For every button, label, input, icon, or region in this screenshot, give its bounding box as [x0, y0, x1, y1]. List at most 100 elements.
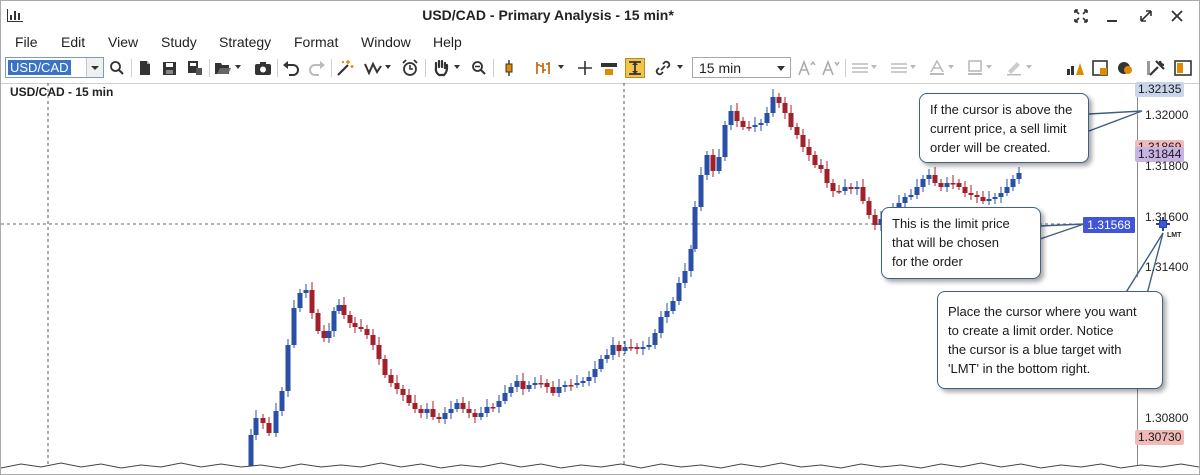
candle-body	[776, 97, 782, 103]
candle-body	[794, 127, 800, 135]
callout-line: for the order	[892, 254, 963, 269]
candle-body	[394, 383, 400, 389]
callout-limit-price: This is the limit price that will be cho…	[881, 207, 1041, 279]
chart-label: USD/CAD - 15 min	[10, 85, 114, 99]
minimize-icon[interactable]	[1101, 5, 1123, 27]
magic-wand-icon[interactable]	[335, 58, 355, 78]
callout-line: order will be created.	[930, 140, 1051, 155]
menu-window[interactable]: Window	[361, 34, 411, 50]
line-style-icon[interactable]	[850, 58, 870, 78]
menu-help[interactable]: Help	[433, 34, 462, 50]
candle-body	[782, 103, 788, 113]
candle-body	[682, 271, 688, 283]
candle-body	[622, 347, 628, 351]
buy-icon[interactable]	[1065, 58, 1085, 78]
new-icon[interactable]	[135, 58, 155, 78]
close-icon[interactable]	[1166, 5, 1188, 27]
wave-icon[interactable]	[363, 58, 383, 78]
menu-study[interactable]: Study	[161, 34, 197, 50]
candle-body	[710, 155, 716, 171]
redo-icon[interactable]	[307, 58, 327, 78]
candle-body	[1004, 187, 1010, 193]
candle-icon[interactable]	[499, 58, 519, 78]
interval-selector[interactable]: 15 min	[692, 57, 791, 78]
bar-style-icon[interactable]	[533, 58, 553, 78]
candle-body	[944, 183, 950, 187]
font-color-icon[interactable]	[927, 58, 947, 78]
candle-body	[722, 125, 728, 157]
flat-icon[interactable]	[1139, 58, 1159, 78]
open-icon[interactable]	[213, 58, 233, 78]
restore-icon[interactable]	[1070, 5, 1092, 27]
torn-edge	[1, 463, 1199, 474]
callout-sell-limit: If the cursor is above the current price…	[919, 93, 1089, 163]
connector-fill	[1041, 227, 1084, 239]
tools-icon[interactable]	[1147, 58, 1167, 78]
candle-body	[592, 369, 598, 377]
text-up-icon[interactable]	[797, 58, 817, 78]
fill-color-icon[interactable]	[965, 58, 985, 78]
price-chart[interactable]	[1, 83, 1199, 475]
link-icon[interactable]	[653, 58, 673, 78]
save-icon[interactable]	[159, 58, 179, 78]
candle-body	[253, 418, 259, 435]
candle-body	[728, 111, 734, 125]
candle-body	[716, 157, 722, 171]
search-icon[interactable]	[107, 58, 127, 78]
camera-icon[interactable]	[253, 58, 273, 78]
price-level: 1.30800	[1145, 411, 1189, 425]
candle-body	[926, 175, 932, 179]
alarm-icon[interactable]	[400, 58, 420, 78]
chevron-down-icon[interactable]	[777, 66, 785, 71]
candle-body	[520, 381, 526, 389]
layout-icon[interactable]	[1173, 58, 1193, 78]
order-icon[interactable]	[1115, 58, 1135, 78]
menu-file[interactable]: File	[15, 34, 38, 50]
line-width-icon[interactable]	[889, 58, 909, 78]
price-box: 1.32135	[1135, 82, 1185, 97]
candle-body	[436, 417, 442, 419]
text-down-icon[interactable]	[821, 58, 841, 78]
candle-body	[260, 418, 266, 423]
pen-color-icon[interactable]	[1004, 58, 1024, 78]
shortcut-icon[interactable]	[599, 58, 619, 78]
maximize-icon[interactable]	[1135, 5, 1157, 27]
candle-body	[860, 187, 866, 201]
candle-body	[788, 113, 794, 127]
symbol-selector[interactable]: USD/CAD	[5, 57, 104, 78]
undo-icon[interactable]	[281, 58, 301, 78]
menu-format[interactable]: Format	[294, 34, 339, 50]
candle-body	[442, 413, 448, 419]
candle-body	[962, 187, 968, 193]
menu-strategy[interactable]: Strategy	[219, 34, 272, 50]
price-box: 1.31844	[1135, 147, 1185, 162]
candle-body	[466, 409, 472, 413]
cursor-sync-icon[interactable]	[625, 58, 645, 78]
hand-icon[interactable]	[431, 58, 451, 78]
candle-body	[514, 381, 520, 387]
menu-edit[interactable]: Edit	[61, 34, 86, 50]
candle-body	[956, 183, 962, 187]
sell-icon[interactable]	[1091, 58, 1111, 78]
chevron-down-icon[interactable]	[86, 58, 103, 77]
candle-body	[538, 383, 544, 385]
candle-body	[704, 155, 710, 175]
crosshair-icon[interactable]	[575, 58, 595, 78]
print-icon[interactable]	[185, 58, 205, 78]
candle-body	[448, 409, 454, 413]
candle-body	[580, 381, 586, 383]
chart-panel[interactable]: USD/CAD - 15 min 1.32135 1.32000 1.31869…	[1, 82, 1199, 475]
candle-body	[550, 387, 556, 393]
candle-body	[586, 377, 592, 381]
candle-body	[688, 249, 694, 271]
symbol-value: USD/CAD	[8, 60, 71, 75]
candle-body	[830, 183, 836, 191]
candle-body	[341, 305, 347, 315]
candle-body	[908, 195, 914, 197]
menu-view[interactable]: View	[108, 34, 139, 50]
candle-body	[478, 413, 484, 417]
candle-body	[358, 327, 364, 329]
zoom-out-icon[interactable]	[469, 58, 489, 78]
candle-body	[490, 407, 496, 409]
candle-body	[502, 393, 508, 401]
